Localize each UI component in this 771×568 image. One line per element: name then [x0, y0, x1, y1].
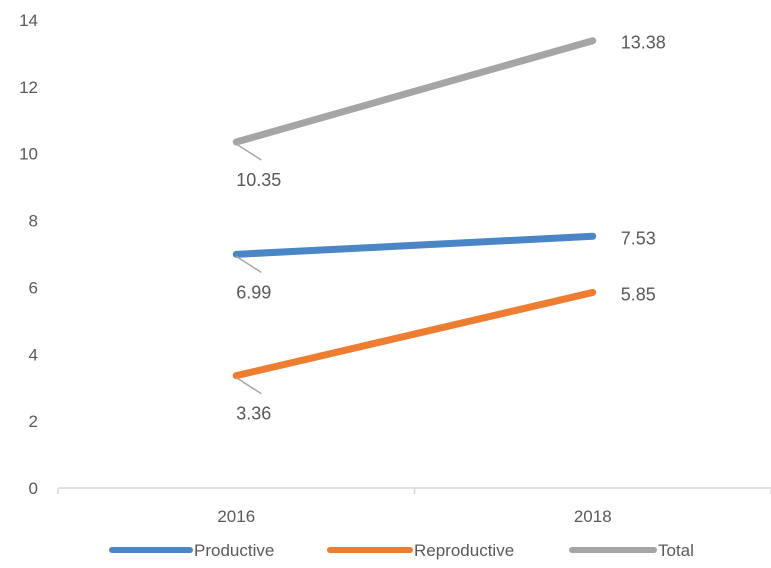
y-axis: 0 2 4 6 8 10 12 14: [19, 11, 38, 498]
legend: Productive Reproductive Total: [109, 541, 694, 560]
series-line-total: [232, 37, 597, 146]
y-tick-label: 12: [19, 78, 38, 97]
legend-label-productive: Productive: [194, 541, 274, 560]
leader-line: [235, 143, 262, 161]
data-label: 7.53: [621, 228, 656, 248]
data-label: 6.99: [236, 282, 271, 302]
series-line-productive: [232, 232, 597, 258]
y-tick-label: 10: [19, 145, 38, 164]
y-tick-label: 4: [29, 345, 38, 364]
y-tick-label: 14: [19, 11, 38, 30]
legend-label-total: Total: [658, 541, 694, 560]
x-axis: 2016 2018: [57, 487, 771, 526]
x-tick-label: 2018: [574, 507, 612, 526]
y-tick-label: 6: [29, 278, 38, 297]
y-tick-label: 8: [29, 212, 38, 231]
data-label: 10.35: [236, 170, 281, 190]
y-tick-label: 0: [29, 479, 38, 498]
data-label: 5.85: [621, 284, 656, 304]
x-tick-label: 2016: [217, 507, 255, 526]
leader-lines: [235, 143, 262, 395]
legend-label-reproductive: Reproductive: [414, 541, 514, 560]
series-lines: [232, 37, 597, 380]
series-line-reproductive: [232, 288, 597, 380]
y-tick-label: 2: [29, 412, 38, 431]
data-labels: 6.99 7.53 3.36 5.85 10.35 13.38: [236, 33, 666, 424]
data-label: 3.36: [236, 404, 271, 424]
data-label: 13.38: [621, 33, 666, 53]
leader-line: [235, 255, 262, 273]
leader-line: [235, 377, 262, 395]
